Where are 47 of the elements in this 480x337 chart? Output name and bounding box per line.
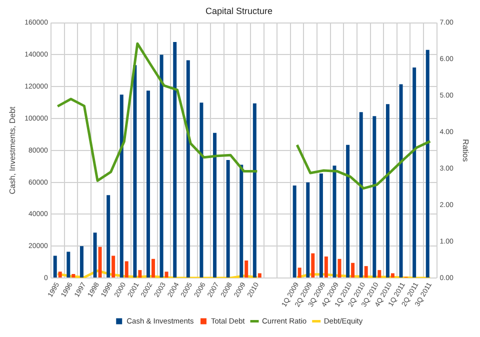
bar [306,182,310,278]
bar [213,132,217,278]
bar [58,272,62,278]
bar [66,252,70,278]
bar [372,116,376,278]
bar [138,270,142,278]
bar [324,256,328,278]
bar [319,174,323,278]
bar [164,272,168,278]
bar [412,67,416,278]
bar [173,42,177,278]
bar [80,246,84,278]
bar [252,103,256,278]
bar [186,60,190,278]
bar [390,273,394,278]
bar [72,274,76,278]
y2-axis-title: Ratios [460,139,470,162]
bar [226,160,230,278]
bar [151,258,155,278]
bar [386,104,390,278]
bar [258,273,262,278]
chart-title: Capital Structure [205,6,273,16]
bar [98,246,102,278]
bar [124,261,128,278]
bar [240,164,244,278]
y-axis-title: Cash, Investments, Debt [8,106,18,194]
bar [133,65,137,278]
bar [120,94,124,278]
bar [359,112,363,278]
bar [346,144,350,278]
bar [106,195,110,278]
bar [160,54,164,278]
bar [93,232,97,278]
bar [338,258,342,278]
bar [200,102,204,278]
bar [378,270,382,278]
bar [311,253,315,278]
bar [426,50,430,278]
bar [146,90,150,278]
bar [399,84,403,278]
bar [112,256,116,278]
bar [351,262,355,278]
bar [298,268,302,278]
bar [292,186,296,278]
bar [53,256,57,278]
bar [244,260,248,278]
bar [364,266,368,278]
